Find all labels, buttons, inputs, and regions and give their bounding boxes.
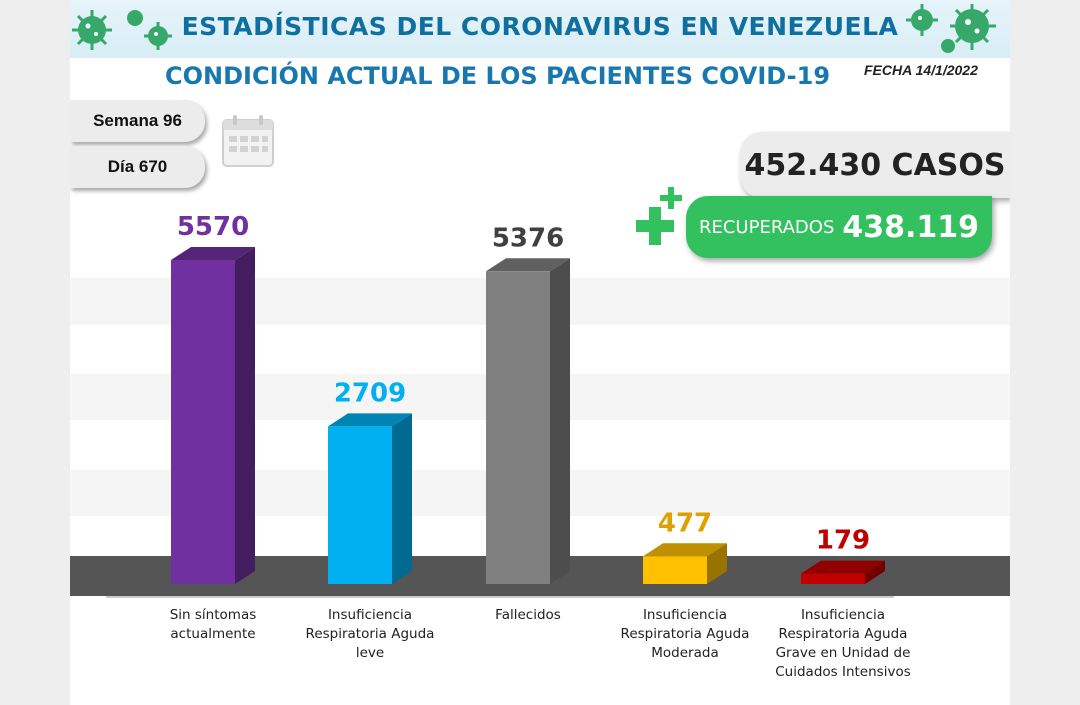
banner-title: ESTADÍSTICAS DEL CORONAVIRUS EN VENEZUEL… — [181, 12, 899, 41]
bar-top — [171, 247, 255, 260]
category-label: Sin síntomas actualmente — [169, 607, 257, 642]
category-label: Insuficiencia Respiratoria Aguda Moderad… — [620, 607, 750, 661]
left-margin — [0, 0, 70, 705]
virus-icon — [906, 4, 996, 53]
right-margin — [1010, 0, 1080, 705]
bar — [171, 260, 235, 584]
subtitle: CONDICIÓN ACTUAL DE LOS PACIENTES COVID-… — [165, 62, 831, 90]
bar — [643, 556, 707, 584]
data-label: 2709 — [334, 378, 406, 408]
recovered-box: RECUPERADOS 438.119 — [686, 196, 992, 258]
bar-side — [235, 247, 255, 584]
infographic-panel: 5570 2709 5376 477 179 ESTADÍSTICAS DEL CORO… — [70, 0, 1010, 705]
category-label: Insuficiencia Respiratoria Aguda leve — [305, 607, 435, 661]
bar-top — [328, 413, 412, 427]
recovered-value: 438.119 — [842, 209, 980, 245]
bar — [486, 271, 550, 584]
bar-top — [486, 258, 570, 272]
data-label: 5376 — [492, 223, 564, 253]
bar — [801, 573, 865, 584]
recovered-label: RECUPERADOS — [698, 216, 835, 238]
header-banner: ESTADÍSTICAS DEL CORONAVIRUS EN VENEZUEL… — [70, 0, 1010, 58]
date-label: FECHA 14/1/2022 — [864, 62, 978, 78]
total-cases: 452.430 CASOS — [740, 132, 1010, 198]
category-label: Fallecidos — [495, 607, 561, 623]
bar-top — [643, 543, 727, 557]
bar-side — [550, 258, 570, 584]
bar-chart: 5570 2709 5376 477 179 — [70, 212, 1010, 598]
data-label: 179 — [816, 526, 870, 556]
bar — [328, 426, 392, 584]
data-label: 477 — [658, 508, 712, 538]
plus-icon — [660, 187, 682, 209]
plus-icon — [636, 207, 674, 245]
virus-icon — [72, 10, 172, 50]
bar-top — [801, 560, 885, 574]
week-badge: Semana 96 — [70, 100, 205, 142]
bar-side — [707, 543, 727, 584]
category-label: Insuficiencia Respiratoria Aguda Grave e… — [775, 607, 911, 680]
bar-side — [392, 413, 412, 584]
calendar-icon — [222, 115, 274, 167]
day-badge: Día 670 — [70, 146, 205, 188]
data-label: 5570 — [177, 212, 249, 242]
bar-side — [865, 560, 885, 584]
